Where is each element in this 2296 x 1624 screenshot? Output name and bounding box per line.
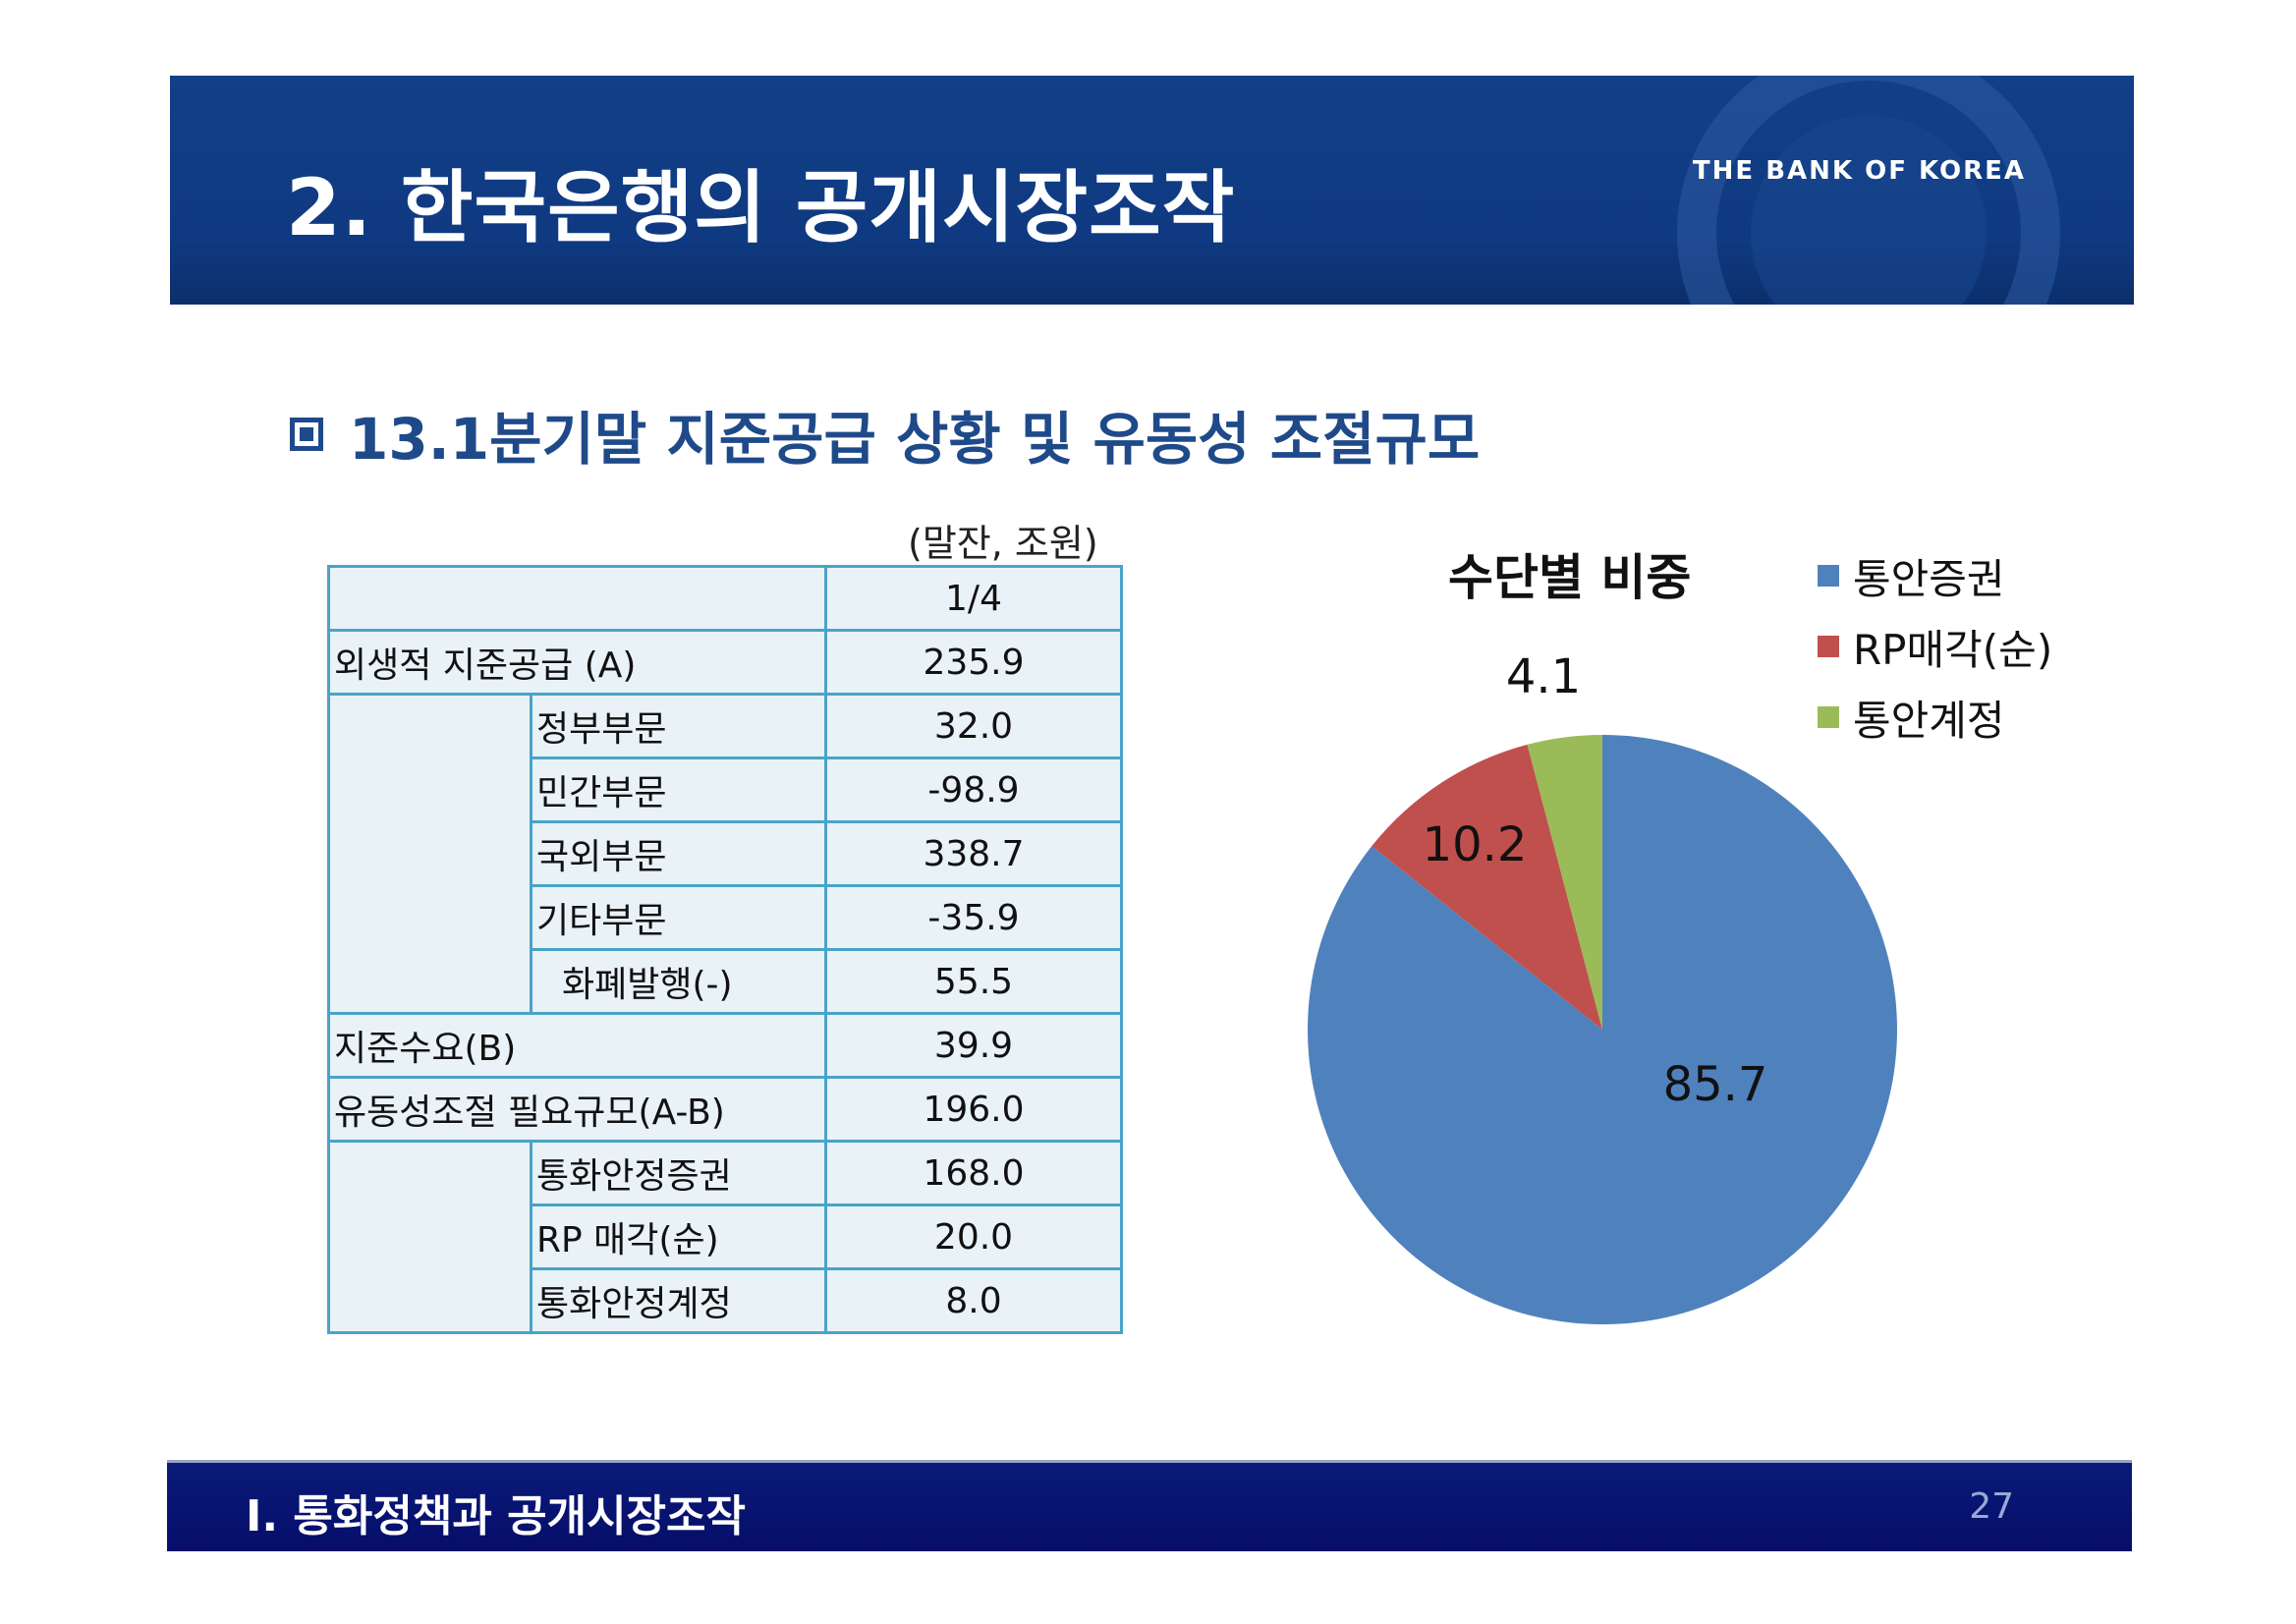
row-value: 196.0 bbox=[824, 1076, 1123, 1143]
row-label: 기타부문 bbox=[530, 884, 827, 951]
table-row: 민간부문 -98.9 bbox=[329, 756, 1123, 823]
table-row: RP 매각(순) 20.0 bbox=[329, 1204, 1123, 1270]
legend-swatch bbox=[1818, 636, 1839, 657]
table-row: 통화안정증권 168.0 bbox=[327, 1140, 1123, 1334]
pie-slice-3 bbox=[1527, 735, 1602, 1030]
legend-label: 통안증권 bbox=[1853, 554, 2005, 603]
footer-chapter: Ⅰ. 통화정책과 공개시장조작 bbox=[246, 1491, 747, 1541]
table-row: 외생적 지준공급 (A) 235.9 bbox=[327, 629, 1123, 696]
table-unit-label: (말잔, 조원) bbox=[908, 522, 1098, 565]
chart-legend: 통안증권 RP매각(순) 통안계정 bbox=[1818, 540, 2052, 753]
section-heading: 13.1분기말 지준공급 상황 및 유동성 조절규모 bbox=[290, 393, 1480, 476]
table-row: 국외부문 338.7 bbox=[329, 820, 1123, 887]
row-label: 정부부문 bbox=[530, 693, 827, 759]
pie-slice-1 bbox=[1307, 735, 1897, 1325]
pie-slice-2 bbox=[1372, 744, 1602, 1030]
table-row: 화폐발행(-) 55.5 bbox=[329, 948, 1123, 1015]
row-value: 8.0 bbox=[824, 1267, 1123, 1334]
row-label: 외생적 지준공급 (A) bbox=[327, 629, 827, 696]
row-value: -35.9 bbox=[824, 884, 1123, 951]
table-row: 유동성조절 필요규모(A-B) 196.0 bbox=[327, 1076, 1123, 1143]
row-value: 32.0 bbox=[824, 693, 1123, 759]
legend-item: RP매각(순) bbox=[1818, 611, 2052, 682]
row-value: -98.9 bbox=[824, 756, 1123, 823]
row-label: 민간부문 bbox=[530, 756, 827, 823]
page-title: 2. 한국은행의 공개시장조작 bbox=[286, 162, 1236, 253]
group-spacer-cell bbox=[327, 693, 532, 1015]
footer-bar: Ⅰ. 통화정책과 공개시장조작 27 bbox=[167, 1460, 2132, 1551]
pie-data-label: 10.2 bbox=[1423, 817, 1528, 872]
group-spacer-cell bbox=[327, 1140, 532, 1334]
pie-data-label: 85.7 bbox=[1663, 1057, 1768, 1112]
row-label: 지준수요(B) bbox=[327, 1012, 827, 1079]
legend-item: 통안계정 bbox=[1818, 682, 2052, 753]
reserve-supply-table: 1/4 외생적 지준공급 (A) 235.9 정부부문 32.0 민간부문 -9… bbox=[327, 565, 1123, 1334]
row-label: 통화안정증권 bbox=[530, 1140, 827, 1206]
legend-label: RP매각(순) bbox=[1853, 625, 2053, 674]
page-number: 27 bbox=[1969, 1486, 2014, 1527]
legend-swatch bbox=[1818, 565, 1839, 587]
row-label: 유동성조절 필요규모(A-B) bbox=[327, 1076, 827, 1143]
row-value: 55.5 bbox=[824, 948, 1123, 1015]
table-row: 기타부문 -35.9 bbox=[329, 884, 1123, 951]
row-value: 20.0 bbox=[824, 1204, 1123, 1270]
table-header-row: 1/4 bbox=[327, 565, 1123, 632]
header-banner: 2. 한국은행의 공개시장조작 THE BANK OF KOREA bbox=[170, 76, 2134, 305]
row-value: 235.9 bbox=[824, 629, 1123, 696]
table-row: 지준수요(B) 39.9 bbox=[327, 1012, 1123, 1079]
header-blank-cell bbox=[327, 565, 827, 632]
row-label: 국외부문 bbox=[530, 820, 827, 887]
row-value: 39.9 bbox=[824, 1012, 1123, 1079]
bullet-square-icon bbox=[290, 418, 323, 451]
chart-title: 수단별 비중 bbox=[1448, 549, 1692, 606]
row-label: 통화안정계정 bbox=[530, 1267, 827, 1334]
section-heading-text: 13.1분기말 지준공급 상황 및 유동성 조절규모 bbox=[349, 406, 1481, 473]
column-header: 1/4 bbox=[824, 565, 1123, 632]
legend-label: 통안계정 bbox=[1853, 696, 2005, 745]
row-label: RP 매각(순) bbox=[530, 1204, 827, 1270]
row-label: 화폐발행(-) bbox=[530, 948, 827, 1015]
table-row: 통화안정계정 8.0 bbox=[329, 1267, 1123, 1334]
row-value: 338.7 bbox=[824, 820, 1123, 887]
bank-logo-swirl bbox=[1677, 76, 2060, 305]
brand-name: THE BANK OF KOREA bbox=[1692, 156, 2026, 186]
row-value: 168.0 bbox=[824, 1140, 1123, 1206]
table-row: 정부부문 32.0 bbox=[327, 693, 1123, 1015]
pie-data-label: 4.1 bbox=[1506, 649, 1581, 704]
legend-item: 통안증권 bbox=[1818, 540, 2052, 611]
legend-swatch bbox=[1818, 706, 1839, 728]
